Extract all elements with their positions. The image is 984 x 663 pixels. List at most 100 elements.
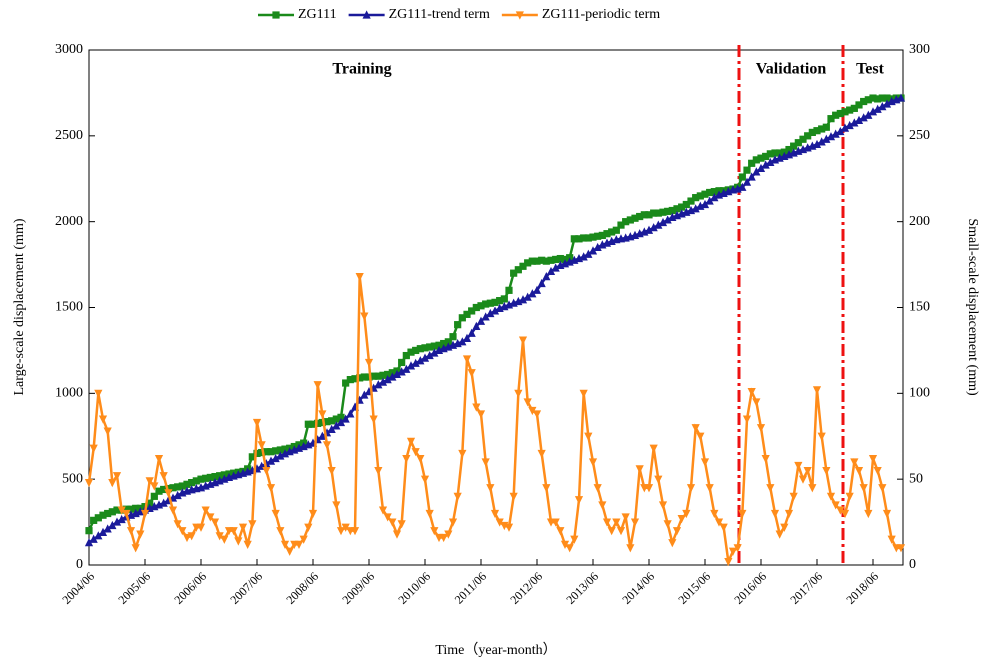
point <box>654 220 663 229</box>
point <box>364 358 374 368</box>
point <box>145 477 154 486</box>
point <box>836 506 845 515</box>
point <box>602 518 612 527</box>
point <box>598 501 607 510</box>
point <box>117 506 126 515</box>
point <box>402 351 410 360</box>
point <box>551 518 560 527</box>
point <box>337 413 345 421</box>
point <box>565 544 574 553</box>
point <box>234 537 243 546</box>
point <box>644 484 654 493</box>
point <box>313 381 322 390</box>
point <box>99 511 107 519</box>
point <box>425 350 434 360</box>
point <box>756 163 766 173</box>
point <box>271 509 280 519</box>
point <box>220 535 229 544</box>
annotation: Test <box>856 61 885 78</box>
point <box>444 530 453 539</box>
point <box>752 156 760 164</box>
point <box>309 420 317 428</box>
point <box>486 299 494 307</box>
point <box>216 472 224 480</box>
point <box>878 94 886 102</box>
point <box>421 344 429 352</box>
point <box>500 295 508 303</box>
point <box>542 484 551 493</box>
point <box>607 527 616 536</box>
point <box>392 369 402 379</box>
point <box>593 484 602 493</box>
point <box>113 506 121 514</box>
point <box>864 509 873 519</box>
point <box>700 458 710 467</box>
point <box>332 501 341 510</box>
point <box>197 475 205 483</box>
y-tick-label: 0 <box>76 557 83 572</box>
point <box>692 194 700 202</box>
point <box>668 206 676 215</box>
annotation: Training <box>332 61 391 78</box>
point <box>407 348 415 356</box>
point <box>855 101 863 109</box>
point <box>384 370 392 379</box>
point <box>640 211 648 219</box>
point <box>346 376 354 384</box>
point <box>416 345 424 353</box>
point <box>532 285 542 294</box>
point <box>654 475 663 484</box>
point <box>799 135 807 143</box>
point <box>705 196 714 205</box>
point <box>169 484 177 492</box>
y2-tick-label: 0 <box>909 557 916 572</box>
point <box>122 505 130 513</box>
point <box>845 492 854 501</box>
point <box>510 269 518 277</box>
point <box>243 540 252 549</box>
point <box>94 514 102 522</box>
point <box>183 480 191 488</box>
point <box>636 212 644 221</box>
point <box>215 532 224 541</box>
point <box>654 209 662 217</box>
point <box>140 509 150 519</box>
point <box>649 444 658 453</box>
point <box>775 530 784 539</box>
point <box>476 410 486 419</box>
point <box>318 410 327 419</box>
point <box>281 445 289 453</box>
point <box>430 348 439 357</box>
point <box>762 152 770 161</box>
y-tick-label: 3000 <box>55 42 83 57</box>
point <box>822 134 831 143</box>
point <box>854 466 864 476</box>
point <box>472 321 481 330</box>
point <box>360 390 369 399</box>
point <box>496 297 504 305</box>
point <box>108 479 117 488</box>
point <box>887 535 896 544</box>
x-tick-label: 2006/06 <box>171 569 209 607</box>
point <box>378 506 388 515</box>
point <box>341 523 350 532</box>
point <box>840 123 850 132</box>
point <box>570 235 578 243</box>
y2-tick-label: 250 <box>909 128 930 143</box>
point <box>766 150 774 158</box>
point <box>878 102 887 111</box>
point <box>477 302 485 310</box>
point <box>817 137 826 146</box>
point <box>178 527 187 536</box>
point <box>696 432 705 441</box>
point <box>593 242 602 252</box>
point <box>528 289 537 298</box>
point <box>869 94 877 102</box>
point <box>467 328 476 337</box>
x-tick-label: 2012/06 <box>507 569 545 607</box>
point <box>882 509 892 519</box>
point <box>159 498 168 507</box>
point <box>668 539 677 548</box>
point <box>495 518 504 527</box>
point <box>416 356 425 365</box>
